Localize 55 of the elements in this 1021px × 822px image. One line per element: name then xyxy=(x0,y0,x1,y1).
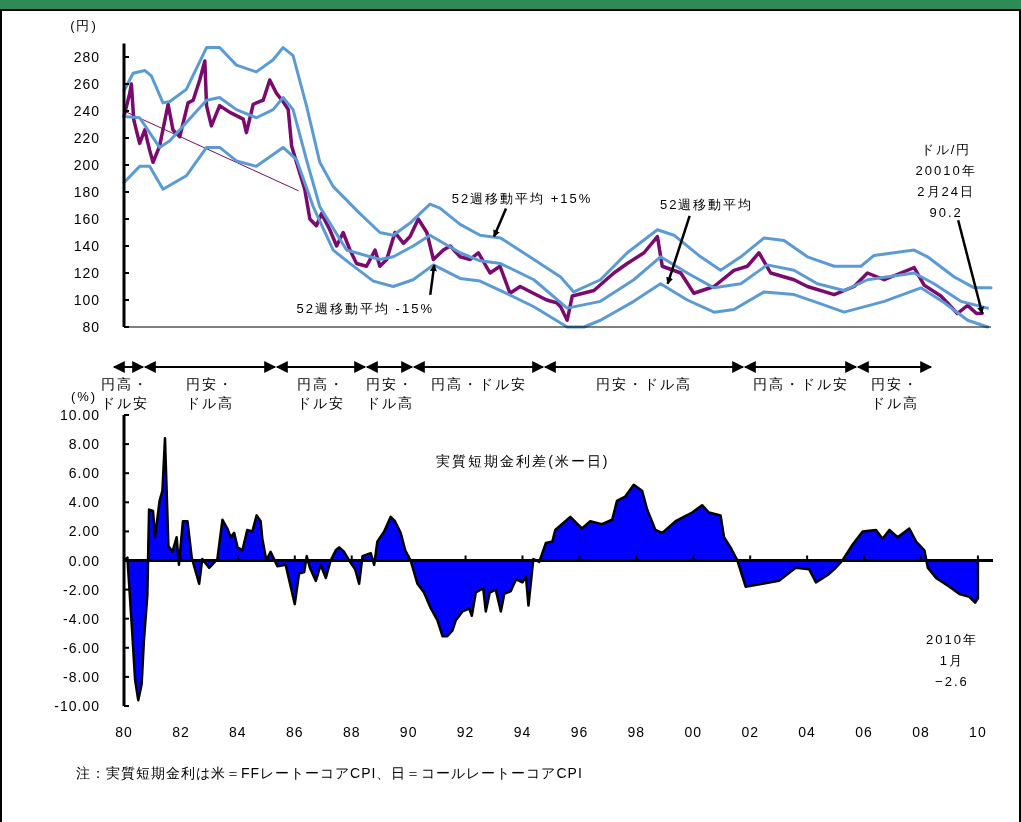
y-tick-label: -4.00 xyxy=(63,610,100,627)
y-tick-label: -6.00 xyxy=(63,639,100,656)
x-tick-label: 86 xyxy=(285,724,304,740)
x-tick-label: 96 xyxy=(570,724,589,740)
text: 円高・ドル安 xyxy=(100,376,149,411)
annotation: 52週移動平均 +15% xyxy=(451,190,593,206)
y-tick-label: 280 xyxy=(73,49,100,65)
x-tick-label: 98 xyxy=(627,724,646,740)
y-axis-title: (%) xyxy=(70,389,98,404)
y-tick-label: 260 xyxy=(73,76,100,92)
x-tick-label: 02 xyxy=(741,724,759,740)
y-tick-label: -8.00 xyxy=(63,668,100,685)
x-tick-label: 10 xyxy=(969,724,987,740)
text: 円高・ドル安 xyxy=(752,376,849,392)
y-tick-label: 6.00 xyxy=(68,465,100,482)
y-tick-label: 200 xyxy=(73,157,100,173)
x-tick-label: 08 xyxy=(912,724,930,740)
text: 円高・ドル安 xyxy=(430,376,527,392)
text: 円安・ドル高 xyxy=(596,376,692,392)
y-tick-label: 240 xyxy=(73,103,100,119)
y-tick-label: 180 xyxy=(73,184,100,200)
x-tick-label: 04 xyxy=(798,724,816,740)
y-tick-label: 80 xyxy=(82,319,100,335)
x-tick-label: 92 xyxy=(456,724,475,740)
y-tick-label: 160 xyxy=(73,211,100,227)
y-axis-title: (円) xyxy=(70,17,98,33)
text: 円高・ドル安 xyxy=(297,376,345,411)
annotation: 52週移動平均 -15% xyxy=(296,300,434,316)
y-tick-label: 100 xyxy=(73,292,100,308)
annotation: ドル/円 20010年 2月24日 90.2 xyxy=(915,141,977,220)
x-tick-label: 80 xyxy=(115,724,133,740)
x-tick-label: 82 xyxy=(172,724,190,740)
annotation: 52週移動平均 xyxy=(659,196,754,212)
x-tick-label: 90 xyxy=(399,724,418,740)
annotation: 2010年 1月 −2.6 xyxy=(925,632,978,690)
y-tick-label: 4.00 xyxy=(68,494,100,511)
x-tick-label: 06 xyxy=(855,724,873,740)
y-tick-label: 2.00 xyxy=(68,523,100,540)
x-tick-label: 94 xyxy=(513,724,532,740)
text: 円安・ドル高 xyxy=(365,376,414,411)
y-tick-label: -2.00 xyxy=(63,581,100,598)
y-tick-label: 8.00 xyxy=(68,436,100,453)
x-tick-label: 84 xyxy=(229,724,247,740)
text: 円安・ドル高 xyxy=(186,376,234,411)
x-tick-label: 00 xyxy=(684,724,703,740)
y-tick-label: 140 xyxy=(73,238,100,254)
y-tick-label: 0.00 xyxy=(68,552,100,569)
text: 円安・ドル高 xyxy=(870,376,919,411)
y-tick-label: 220 xyxy=(73,130,100,146)
x-tick-label: 88 xyxy=(342,724,361,740)
y-tick-label: 10.00 xyxy=(59,407,100,423)
y-tick-label: 120 xyxy=(73,265,100,281)
y-tick-label: -10.00 xyxy=(54,698,100,714)
text: 注：実質短期金利は米＝FFレートーコアCPI、日＝コールレートーコアCPI xyxy=(76,765,583,781)
text: 実質短期金利差(米ー日) xyxy=(436,453,610,469)
